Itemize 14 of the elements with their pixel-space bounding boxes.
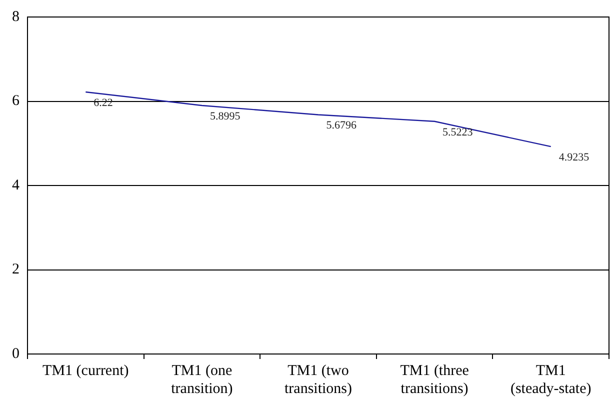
y-tick-label: 4 xyxy=(12,177,20,194)
data-label: 5.5223 xyxy=(442,126,474,138)
y-tick-label: 6 xyxy=(12,93,20,110)
data-label: 5.6796 xyxy=(326,120,357,132)
x-tick-label: TM1 (three transitions) xyxy=(400,362,470,397)
y-tick-label: 0 xyxy=(12,346,20,362)
x-tick-label: TM1 (one transition) xyxy=(171,362,233,397)
data-label: 4.9235 xyxy=(558,151,590,164)
data-label: 5.8995 xyxy=(210,110,241,122)
x-tick-label: TM1 (steady-state) xyxy=(510,362,592,397)
y-tick-label: 2 xyxy=(12,262,20,278)
y-tick-label: 8 xyxy=(12,8,20,25)
x-tick-label: TM1 (two transitions) xyxy=(284,362,352,397)
x-tick-label: TM1 (current) xyxy=(42,362,129,379)
